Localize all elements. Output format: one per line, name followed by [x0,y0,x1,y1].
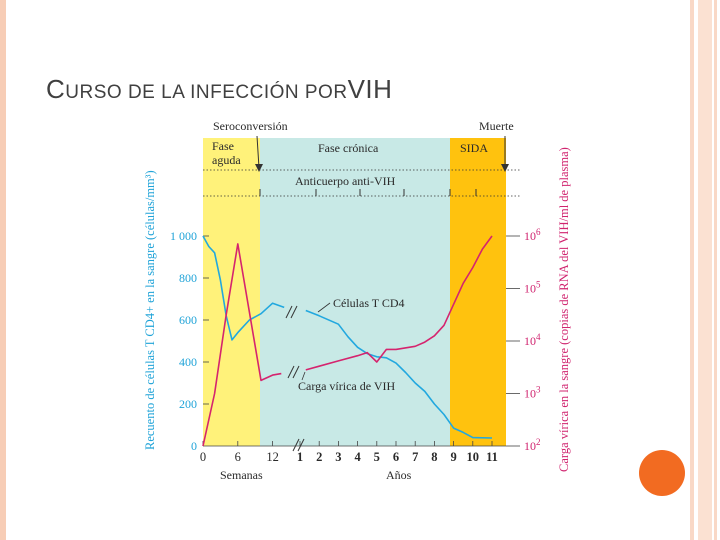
right-tick-label: 103 [524,385,541,401]
left-tick-label: 800 [179,271,197,285]
acute-phase-label-line2: aguda [212,153,241,167]
right-tick-label: 102 [524,437,541,453]
right-tick-label: 104 [524,332,541,348]
right-tick-label: 105 [524,280,541,296]
acute-phase-label-line1: Fase [212,139,234,153]
x-axis-title-years: Años [386,468,412,482]
decorative-orange-circle [639,450,685,496]
x-year-tick-label: 9 [450,450,456,464]
slide-title-vih: VIH [347,74,393,104]
cd4-annotation-leader [317,302,331,313]
death-arrowhead [501,164,509,172]
acute-phase-band [203,138,260,446]
x-year-tick-label: 8 [431,450,437,464]
x-week-tick-label: 6 [235,450,241,464]
left-axis-ticks: 1 000 800 600 400 200 0 [170,229,209,453]
left-tick-label: 1 000 [170,229,197,243]
left-tick-label: 400 [179,355,197,369]
slide-title-initial: C [46,74,66,104]
right-axis-ticks: 106 105 104 103 102 [506,227,541,453]
x-year-tick-label: 1 [297,450,303,464]
seroconversion-label: Seroconversión [213,119,288,133]
viral-load-series-line [305,235,493,371]
left-tick-label: 200 [179,397,197,411]
left-border-strip [0,0,6,540]
x-year-tick-label: 4 [354,450,361,464]
viral-annotation-leader [301,371,306,381]
right-border-strip-1 [690,0,694,540]
x-week-tick-label: 12 [266,450,279,464]
seroconversion-arrowhead [255,164,263,172]
aids-phase-label: SIDA [460,141,488,155]
x-year-tick-label: 6 [393,450,399,464]
slide-title-rest: URSO DE LA INFECCIÓN POR [65,82,348,103]
x-week-tick-label: 0 [200,450,206,464]
left-tick-label: 0 [191,439,197,453]
slide-title: CURSO DE LA INFECCIÓN PORVIH [46,74,392,105]
cd4-line-break [285,305,298,319]
viral-line-break [287,365,300,379]
x-axis-break [292,438,305,452]
x-year-tick-label: 3 [335,450,341,464]
right-tick-label: 106 [524,227,541,243]
x-year-tick-label: 11 [486,450,498,464]
antibody-label: Anticuerpo anti-VIH [295,174,396,188]
death-label: Muerte [479,119,514,133]
right-axis-title: Carga vírica en la sangre (copias de RNA… [557,147,571,472]
cd4-annotation: Células T CD4 [333,296,405,310]
series-layer [202,235,493,447]
chronic-phase-label: Fase crónica [318,141,379,155]
right-border-strip-2 [698,0,712,540]
viral-annotation: Carga vírica de VIH [298,379,396,393]
x-year-tick-label: 2 [316,450,322,464]
left-tick-label: 600 [179,313,197,327]
chronic-phase-band [260,138,450,446]
antibody-ticks [259,189,477,196]
left-axis-title: Recuento de células T CD4+ en la sangre … [143,170,157,450]
x-axis-ticks: 0 6 12 1 2 3 4 5 6 7 8 9 10 11 [200,441,498,464]
viral-load-series-line [202,243,282,447]
x-year-tick-label: 7 [412,450,418,464]
seroconversion-arrow [256,135,260,169]
x-year-tick-label: 10 [467,450,480,464]
x-year-tick-label: 5 [374,450,380,464]
cd4-series-line [305,309,493,439]
cd4-series-line [202,235,285,341]
right-border-strip-3 [714,0,717,540]
x-axis-title-weeks: Semanas [220,468,263,482]
